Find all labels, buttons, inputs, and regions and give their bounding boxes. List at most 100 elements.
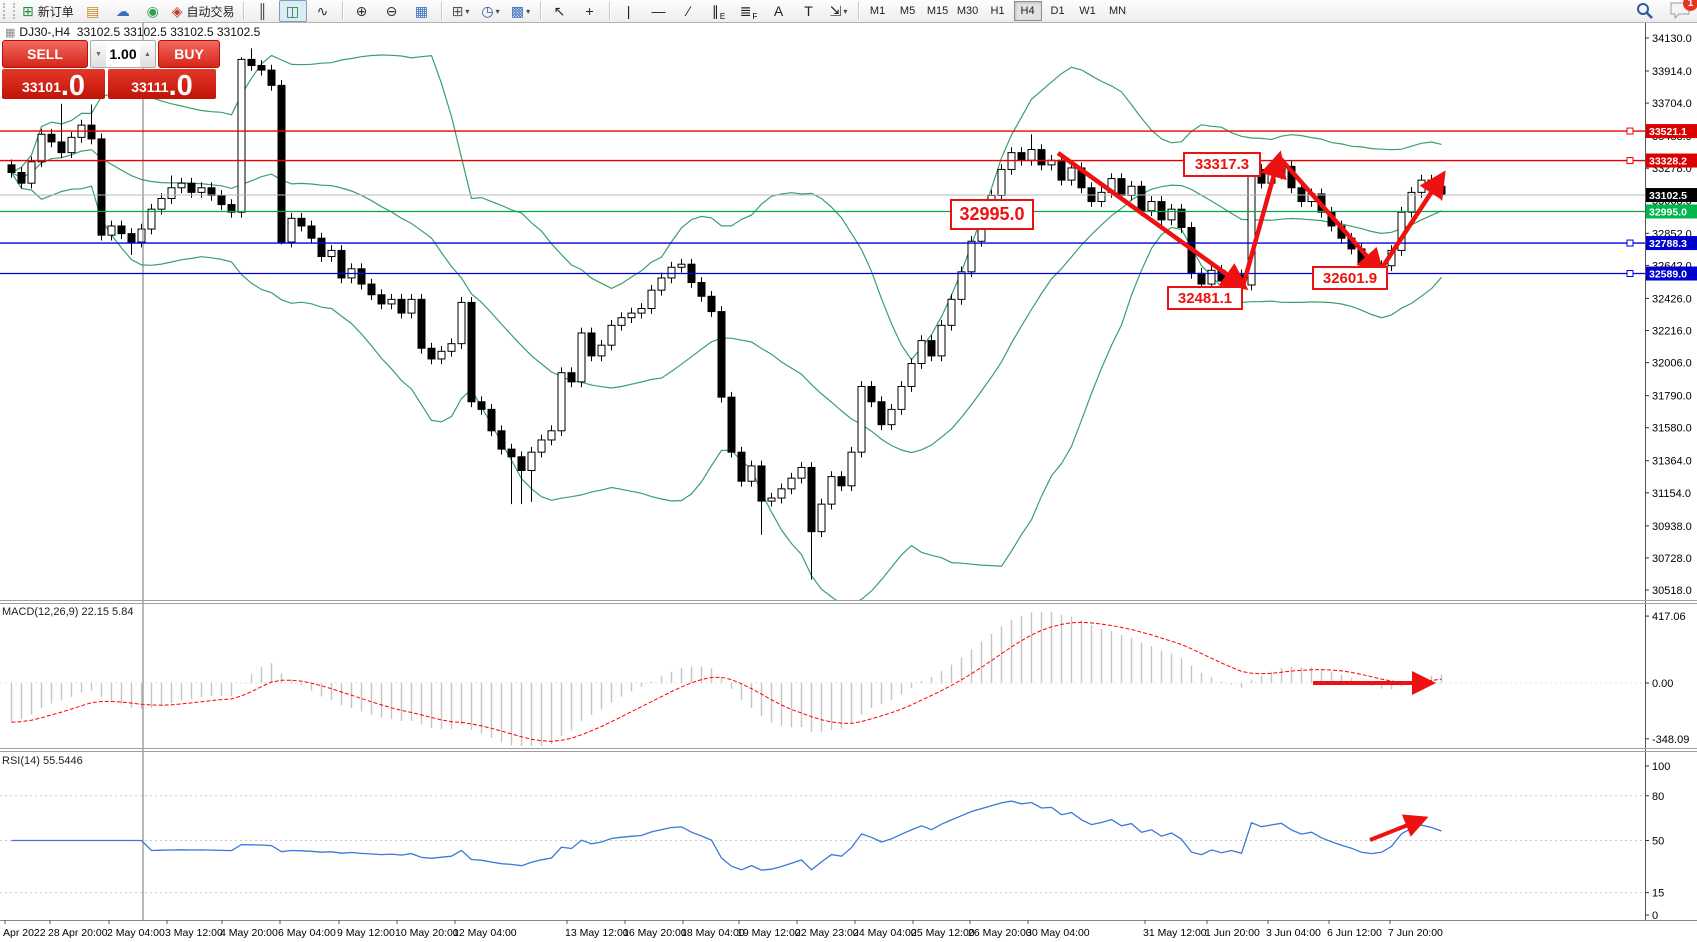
svg-text:31 May 12:00: 31 May 12:00 <box>1143 927 1207 939</box>
profiles-button-dropdown[interactable]: ▾ <box>495 6 500 16</box>
rsi-line <box>11 800 1442 871</box>
chat-button[interactable]: 1 <box>1669 0 1697 22</box>
svg-text:1 Jun 20:00: 1 Jun 20:00 <box>1205 927 1260 939</box>
search-icon[interactable] <box>1635 1 1655 21</box>
text-icon: A <box>773 3 784 19</box>
timeframe-W1[interactable]: W1 <box>1079 5 1096 17</box>
line-handle[interactable] <box>1626 270 1634 278</box>
zoom-in-button[interactable]: ⊕ <box>348 0 376 22</box>
toolbar-separator <box>539 2 541 20</box>
bar-chart-button[interactable]: ║ <box>249 0 277 22</box>
price-annotation[interactable]: 32995.0 <box>950 199 1034 230</box>
timeframe-MN[interactable]: MN <box>1108 5 1127 17</box>
sell-button[interactable]: SELL <box>2 40 88 68</box>
crosshair-button[interactable]: + <box>576 0 604 22</box>
profiles-icon: ◷ <box>481 3 494 19</box>
one-click-trading-panel: SELL ▼ ▲ BUY 33101.0 33111.0 <box>2 40 220 101</box>
line-handle[interactable] <box>1626 127 1634 135</box>
autotrading-button[interactable]: ◈ 自动交易 <box>169 0 238 22</box>
trend-arrow <box>1240 150 1287 287</box>
svg-text:28 Apr 20:00: 28 Apr 20:00 <box>48 927 108 939</box>
new-chart-button[interactable]: ⊞ ▾ <box>447 0 475 22</box>
line-handle[interactable] <box>1626 157 1634 165</box>
tile-windows-button[interactable]: ▦ <box>408 0 436 22</box>
text-label-button[interactable]: T <box>795 0 823 22</box>
line-handle[interactable] <box>1626 239 1634 247</box>
fibonacci-button[interactable]: ≣ F <box>735 0 763 22</box>
trend-arrows[interactable] <box>1056 150 1446 842</box>
svg-text:32995.0: 32995.0 <box>1649 206 1687 218</box>
time-axis[interactable]: Apr 2022 28 Apr 20:00 2 May 04:00 3 May 12:… <box>3 920 1443 939</box>
sell-price[interactable]: 33101.0 <box>2 69 105 101</box>
svg-text:6 May 04:00: 6 May 04:00 <box>278 927 336 939</box>
bb-middle-band <box>11 149 1442 454</box>
svg-text:24 May 04:00: 24 May 04:00 <box>853 927 917 939</box>
vertical-line-button[interactable]: | <box>615 0 643 22</box>
timeframe-M1[interactable]: M1 <box>869 5 886 17</box>
market-watch-button[interactable]: ▤ <box>79 0 107 22</box>
equidistant-channel-button-sub: E <box>719 12 726 21</box>
arrows-button[interactable]: ⇲ ▾ <box>825 0 853 22</box>
lot-increase-button[interactable]: ▲ <box>140 41 155 67</box>
price-annotation[interactable]: 32601.9 <box>1312 266 1388 290</box>
equidistant-channel-button[interactable]: ∥ E <box>705 0 733 22</box>
timeframe-M5[interactable]: M5 <box>899 5 916 17</box>
candlestick-chart-icon: ◫ <box>285 3 300 19</box>
cursor-icon: ↖ <box>553 3 566 19</box>
svg-text:30728.0: 30728.0 <box>1652 553 1692 565</box>
zoom-in-icon: ⊕ <box>355 3 368 19</box>
timeframe-M30[interactable]: M30 <box>956 5 979 17</box>
price-level-label <box>1646 188 1697 203</box>
horizontal-line-button[interactable]: — <box>645 0 673 22</box>
buy-price[interactable]: 33111.0 <box>108 69 216 101</box>
lot-decrease-button[interactable]: ▼ <box>91 41 106 67</box>
cursor-button[interactable]: ↖ <box>546 0 574 22</box>
lot-size-input[interactable] <box>106 45 140 63</box>
svg-text:33328.2: 33328.2 <box>1649 156 1687 168</box>
new-order-button-label: 新订单 <box>37 4 74 19</box>
svg-text:9 May 12:00: 9 May 12:00 <box>337 927 395 939</box>
autotrading-button-label: 自动交易 <box>186 4 235 19</box>
buy-button[interactable]: BUY <box>158 40 220 68</box>
timeframe-D1[interactable]: D1 <box>1050 5 1065 17</box>
timeframe-M15[interactable]: M15 <box>926 5 949 17</box>
buy-price-main: 33111 <box>131 79 169 95</box>
profiles-button[interactable]: ◷ ▾ <box>477 0 505 22</box>
toolbar-grip[interactable] <box>3 3 15 19</box>
timeframe-H1[interactable]: H1 <box>990 5 1005 17</box>
price-axis[interactable]: 34130.033914.033704.033488.033278.033068… <box>1645 22 1697 920</box>
svg-text:34130.0: 34130.0 <box>1652 33 1692 45</box>
new-chart-button-dropdown[interactable]: ▾ <box>465 6 470 16</box>
price-annotation[interactable]: 33317.3 <box>1183 152 1261 177</box>
svg-text:3 May 12:00: 3 May 12:00 <box>165 927 223 939</box>
svg-text:417.06: 417.06 <box>1652 611 1686 623</box>
text-button[interactable]: A <box>765 0 793 22</box>
trendline-button[interactable]: ∕ <box>675 0 703 22</box>
svg-text:33102.5: 33102.5 <box>1649 190 1687 202</box>
templates-button-dropdown[interactable]: ▾ <box>526 6 531 16</box>
navigator-button[interactable]: ☁ <box>109 0 137 22</box>
svg-text:Apr 2022: Apr 2022 <box>3 927 46 939</box>
new-order-button[interactable]: ⊞ 新订单 <box>19 0 77 22</box>
line-chart-button[interactable]: ∿ <box>309 0 337 22</box>
bb-lower-band <box>10 172 1442 600</box>
signals-icon: ◉ <box>146 3 159 19</box>
svg-text:30518.0: 30518.0 <box>1652 585 1692 597</box>
candlestick-chart-button[interactable]: ◫ <box>278 0 307 22</box>
svg-text:4 May 20:00: 4 May 20:00 <box>220 927 278 939</box>
timeframe-H4[interactable]: H4 <box>1013 1 1042 21</box>
svg-text:100: 100 <box>1652 761 1670 773</box>
lot-size-box: ▼ ▲ <box>90 40 156 68</box>
market-watch-icon: ▤ <box>86 3 100 19</box>
fibonacci-button-sub: F <box>752 12 758 21</box>
trend-arrow <box>1056 151 1249 290</box>
arrows-button-dropdown[interactable]: ▾ <box>843 6 848 16</box>
price-annotation[interactable]: 32481.1 <box>1167 286 1243 310</box>
svg-text:32589.0: 32589.0 <box>1649 269 1687 281</box>
signals-button[interactable]: ◉ <box>139 0 167 22</box>
templates-button[interactable]: ▩ ▾ <box>507 0 535 22</box>
zoom-out-button[interactable]: ⊖ <box>378 0 406 22</box>
svg-text:-348.09: -348.09 <box>1652 734 1689 746</box>
symbol-quotes: 33102.5 33102.5 33102.5 33102.5 <box>76 25 261 39</box>
